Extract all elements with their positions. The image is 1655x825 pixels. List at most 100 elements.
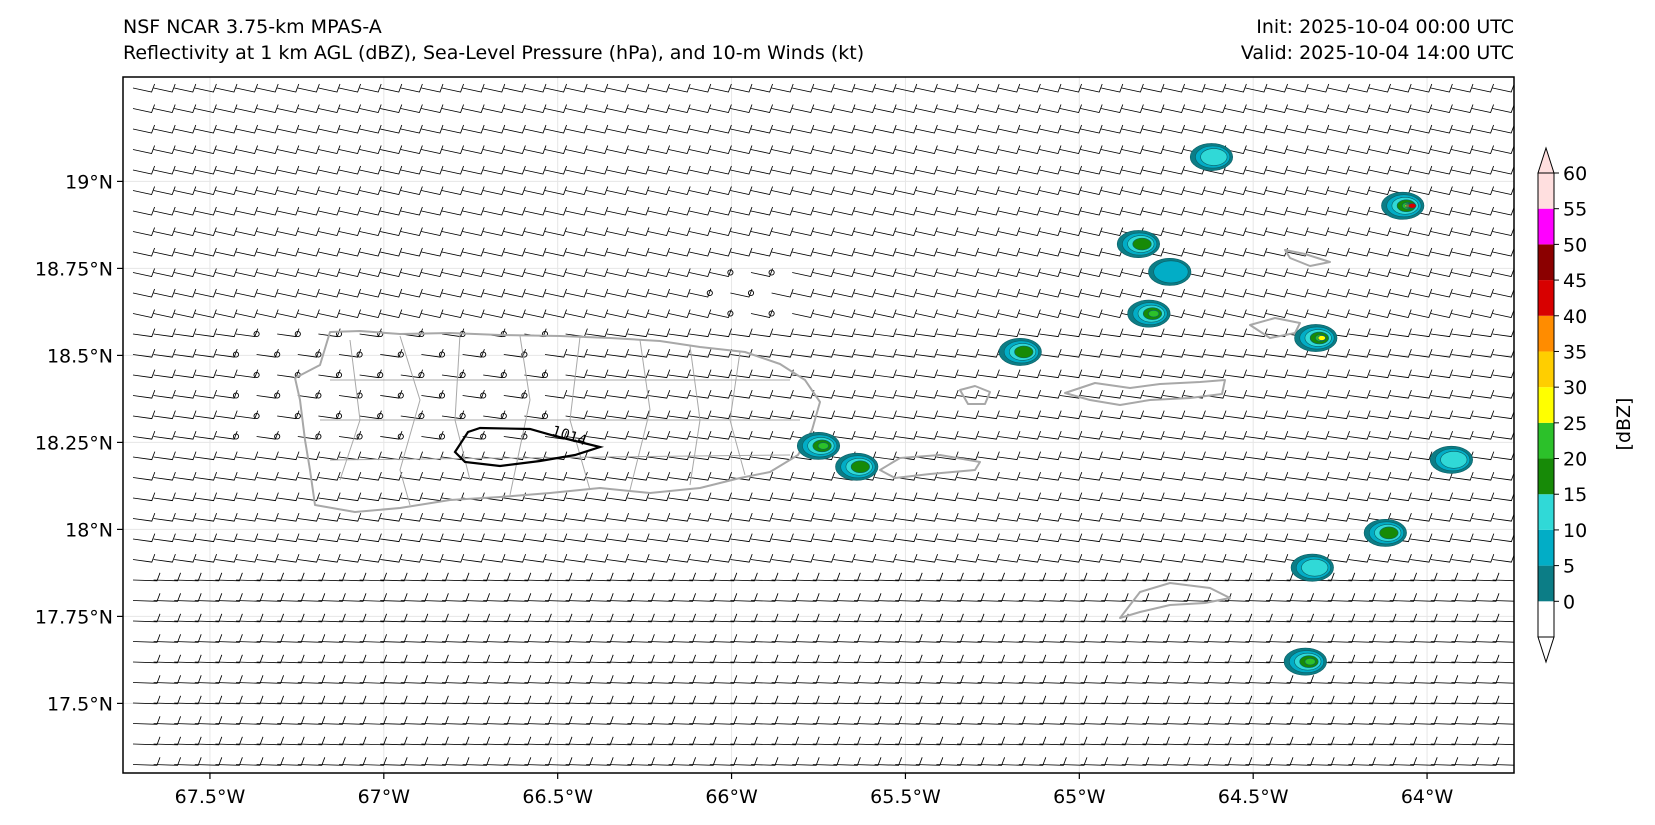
wind-barb	[174, 288, 197, 298]
wind-barb	[235, 83, 258, 93]
wind-barb	[1059, 430, 1083, 440]
wind-barb	[1183, 736, 1211, 746]
wind-barb	[277, 247, 300, 257]
wind-barb	[1430, 613, 1459, 623]
wind-barb	[153, 471, 176, 481]
wind-barb	[462, 593, 490, 602]
wind-barb	[1101, 369, 1124, 379]
wind-barb	[1430, 186, 1453, 195]
wind-barb	[833, 145, 856, 154]
wind-barb	[544, 757, 573, 766]
wind-barb	[483, 695, 511, 705]
wind-barb	[318, 309, 341, 318]
wind-barb	[647, 145, 670, 154]
wind-barb	[833, 124, 856, 134]
wind-barb	[998, 553, 1021, 563]
wind-barb	[1121, 634, 1150, 643]
wind-barb	[1080, 654, 1108, 664]
wind-barb	[400, 675, 429, 684]
wind-barb	[194, 736, 223, 746]
wind-barb	[1327, 736, 1356, 746]
wind-barb	[792, 410, 815, 420]
wind-barb	[1080, 430, 1103, 440]
wind-barb	[586, 613, 614, 623]
wind-barb	[256, 124, 279, 134]
wind-barb	[1265, 410, 1289, 420]
wind-barb	[1204, 165, 1227, 175]
wind-barb	[153, 83, 176, 93]
wind-barb	[1368, 227, 1391, 236]
wind-barb	[1183, 593, 1211, 602]
wind-barb	[792, 512, 815, 522]
wind-barb	[1183, 104, 1206, 113]
wind-barb	[936, 695, 964, 705]
wind-barb	[730, 716, 758, 725]
wind-barb	[1265, 206, 1288, 216]
wind-barb	[441, 757, 470, 766]
wind-barb	[936, 369, 959, 379]
wind-barb	[297, 572, 326, 582]
wind-barb	[1327, 451, 1350, 461]
calm-marker	[232, 351, 240, 358]
wind-barb	[668, 389, 691, 399]
wind-barb	[1224, 634, 1253, 643]
wind-barb	[256, 736, 284, 746]
wind-barb	[1451, 288, 1474, 298]
wind-barb	[1430, 512, 1453, 522]
wind-barb	[627, 695, 655, 705]
wind-barb	[1059, 613, 1088, 623]
wind-barb	[235, 572, 264, 582]
reflectivity-contour	[1148, 309, 1160, 318]
colorbar-extend-min	[1537, 636, 1555, 664]
wind-barb	[235, 206, 258, 216]
wind-barb	[750, 471, 774, 481]
wind-barb	[606, 247, 629, 257]
wind-barb	[1101, 695, 1129, 705]
wind-barb	[792, 492, 815, 502]
wind-barb	[833, 492, 856, 502]
wind-barb	[1059, 553, 1083, 563]
wind-barb	[153, 451, 176, 461]
wind-barb	[1389, 124, 1412, 134]
wind-barb	[956, 512, 980, 522]
wind-barb	[895, 145, 918, 154]
wind-barb	[998, 757, 1026, 766]
wind-barb	[503, 512, 526, 522]
wind-barb	[1245, 736, 1273, 746]
wind-barb	[194, 268, 217, 277]
wind-barb	[1204, 430, 1227, 440]
wind-barb	[915, 206, 938, 216]
colorbar-tick-label: 30	[1563, 377, 1587, 399]
wind-barb	[1451, 572, 1479, 582]
wind-barb	[647, 572, 676, 582]
wind-barb	[174, 471, 197, 481]
wind-barb	[153, 533, 176, 543]
wind-barb	[627, 206, 650, 216]
wind-barb	[1204, 716, 1232, 725]
wind-barb	[318, 593, 346, 602]
wind-barb	[1368, 736, 1397, 746]
wind-barb	[627, 165, 650, 175]
wind-barb	[1080, 309, 1103, 318]
wind-barb	[750, 654, 779, 664]
wind-barb	[668, 654, 696, 664]
wind-barb	[1059, 492, 1083, 502]
wind-barb	[524, 145, 547, 154]
wind-barb	[1389, 512, 1412, 522]
wind-barb	[132, 247, 155, 257]
wind-barb	[153, 613, 181, 623]
wind-barb	[812, 654, 841, 664]
wind-barb	[606, 757, 635, 766]
wind-barb	[853, 328, 877, 338]
wind-barb	[1080, 572, 1108, 582]
wind-barb	[338, 206, 361, 216]
wind-barb	[1245, 593, 1273, 602]
wind-barb	[1430, 533, 1453, 543]
wind-barb	[1245, 369, 1268, 379]
wind-barb	[1039, 634, 1067, 643]
wind-barb	[1018, 593, 1047, 602]
wind-barb	[194, 206, 217, 216]
wind-barb	[194, 654, 223, 664]
wind-barb	[194, 593, 223, 602]
wind-barb	[874, 369, 897, 379]
